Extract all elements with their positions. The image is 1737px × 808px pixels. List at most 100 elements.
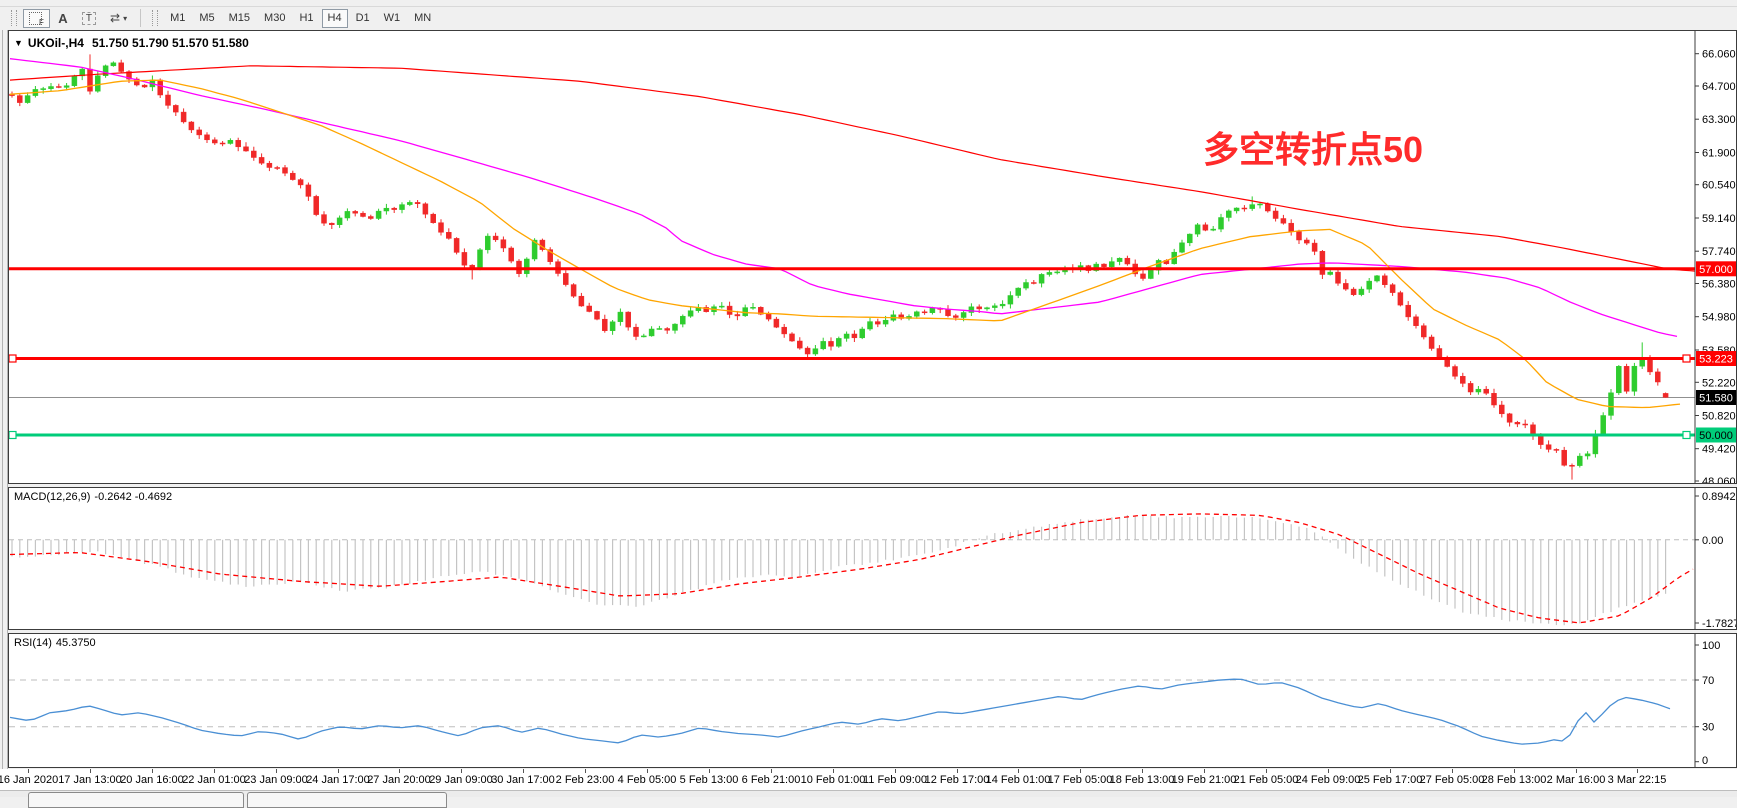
svg-text:56.380: 56.380: [1702, 279, 1736, 291]
time-tick: [1080, 769, 1081, 773]
timeframe-button-mn[interactable]: MN: [408, 9, 437, 28]
timeframe-button-h4[interactable]: H4: [321, 8, 348, 28]
time-axis-label: 24 Feb 09:00: [1295, 774, 1361, 786]
macd-name: MACD(12,26,9): [14, 491, 91, 503]
text-box-button[interactable]: T: [76, 9, 102, 28]
svg-text:70: 70: [1702, 675, 1714, 687]
timeframe-button-m5[interactable]: M5: [193, 9, 220, 28]
time-axis-label: 4 Feb 05:00: [617, 774, 677, 786]
time-axis-label: 16 Jan 2020: [0, 774, 59, 786]
time-tick: [523, 769, 524, 773]
timeframe-button-d1[interactable]: D1: [350, 9, 376, 28]
time-tick: [214, 769, 215, 773]
arrows-icon: ⇄: [110, 11, 121, 25]
macd-plot: [9, 513, 1695, 626]
rsi-value: 45.3750: [55, 637, 96, 649]
rsi-name: RSI(14): [14, 637, 52, 649]
caret-down-icon: ▾: [123, 13, 128, 23]
text-annotation-button[interactable]: A: [52, 9, 74, 28]
time-tick: [276, 769, 277, 773]
macd-canvas[interactable]: 0.8942 0.00 -1.7827: [9, 488, 1736, 629]
time-axis-label: 17 Feb 05:00: [1047, 774, 1113, 786]
chart-symbol: UKOil-,H4: [27, 36, 84, 50]
grid-icon: [29, 11, 42, 25]
timeframe-button-m1[interactable]: M1: [164, 9, 191, 28]
chart-ohlc-values: 51.750 51.790 51.570 51.580: [91, 36, 249, 50]
time-axis-label: 18 Feb 13:00: [1109, 774, 1175, 786]
letter-a-icon: A: [58, 10, 68, 26]
rsi-pane[interactable]: 100 70 30 0: [8, 633, 1737, 768]
timeframe-button-m30[interactable]: M30: [258, 9, 291, 28]
time-axis-label: 6 Feb 21:00: [741, 774, 801, 786]
time-tick: [771, 769, 772, 773]
timeframe-button-m15[interactable]: M15: [223, 9, 256, 28]
svg-text:0.8942: 0.8942: [1702, 491, 1736, 503]
time-axis-label: 20 Jan 16:00: [120, 774, 184, 786]
time-tick: [1328, 769, 1329, 773]
time-axis-label: 28 Feb 13:00: [1481, 774, 1547, 786]
time-tick: [1576, 769, 1577, 773]
main-chart-pane[interactable]: 多空转折点50 66.060 64.700 63.300 61.900 60.540 59.…: [8, 30, 1737, 484]
svg-text:51.580: 51.580: [1699, 393, 1733, 405]
time-axis-label: 3 Mar 22:15: [1607, 774, 1667, 786]
macd-values: -0.2642 -0.4692: [94, 491, 173, 503]
time-tick: [152, 769, 153, 773]
timeframe-button-h1[interactable]: H1: [293, 9, 319, 28]
main-chart-canvas[interactable]: 多空转折点50 66.060 64.700 63.300 61.900 60.540 59.…: [9, 31, 1736, 483]
time-tick: [1637, 769, 1638, 773]
rsi-canvas[interactable]: 100 70 30 0: [9, 634, 1736, 767]
time-tick: [28, 769, 29, 773]
svg-text:49.420: 49.420: [1702, 444, 1736, 456]
time-tick: [833, 769, 834, 773]
macd-pane[interactable]: 0.8942 0.00 -1.7827: [8, 487, 1737, 630]
time-axis-label: 2 Feb 23:00: [555, 774, 615, 786]
svg-text:50.000: 50.000: [1699, 430, 1733, 442]
svg-text:66.060: 66.060: [1702, 49, 1736, 61]
time-tick: [1452, 769, 1453, 773]
time-tick: [399, 769, 400, 773]
time-axis-label: 25 Feb 17:00: [1357, 774, 1423, 786]
timeframe-button-group: M1 M5 M15 M30 H1 H4 D1 W1 MN: [163, 8, 438, 28]
svg-text:50.820: 50.820: [1702, 411, 1736, 423]
timeframe-button-w1[interactable]: W1: [378, 9, 407, 28]
rsi-label: RSI(14) 45.3750: [14, 637, 100, 649]
svg-text:48.060: 48.060: [1702, 476, 1736, 483]
time-axis-label: 23 Jan 09:00: [244, 774, 308, 786]
window-left-rail: [2, 30, 8, 790]
svg-text:64.700: 64.700: [1702, 81, 1736, 93]
symbol-dropdown-icon[interactable]: ▼: [14, 38, 23, 48]
time-axis-label: 17 Jan 13:00: [58, 774, 122, 786]
time-axis-label: 19 Feb 21:00: [1171, 774, 1237, 786]
window-top-strip: [0, 0, 1737, 7]
time-tick: [895, 769, 896, 773]
svg-text:60.540: 60.540: [1702, 180, 1736, 192]
chart-tab[interactable]: [28, 792, 244, 808]
time-axis[interactable]: 16 Jan 2020 17 Jan 13:00 20 Jan 16:00 22 Ja…: [0, 769, 1737, 790]
time-tick: [1018, 769, 1019, 773]
svg-text:30: 30: [1702, 722, 1714, 734]
indicator-window-button[interactable]: F: [23, 8, 50, 28]
svg-text:54.980: 54.980: [1702, 312, 1736, 324]
toolbar-drag-handle-2[interactable]: [152, 10, 159, 26]
svg-text:0: 0: [1702, 755, 1708, 767]
grid-f-label: F: [39, 17, 44, 27]
toolbar: F A T ⇄ ▾ M1 M5 M15 M30 H1 H4 D1 W1 MN: [0, 7, 1737, 29]
toolbar-separator: [140, 9, 142, 27]
time-axis-label: 12 Feb 17:00: [924, 774, 990, 786]
svg-text:63.300: 63.300: [1702, 114, 1736, 126]
time-axis-label: 24 Jan 17:00: [306, 774, 370, 786]
time-tick: [957, 769, 958, 773]
cursor-tools-button[interactable]: ⇄ ▾: [104, 9, 133, 28]
bottom-tab-strip: [0, 790, 1737, 797]
svg-text:0.00: 0.00: [1702, 535, 1723, 547]
toolbar-drag-handle[interactable]: [11, 10, 17, 26]
time-axis-label: 27 Jan 20:00: [367, 774, 431, 786]
chart-tab[interactable]: [247, 792, 447, 808]
time-axis-label: 22 Jan 01:00: [182, 774, 246, 786]
time-tick: [1142, 769, 1143, 773]
time-tick: [585, 769, 586, 773]
svg-text:52.220: 52.220: [1702, 377, 1736, 389]
time-tick: [1514, 769, 1515, 773]
time-axis-label: 29 Jan 09:00: [429, 774, 493, 786]
time-axis-label: 10 Feb 01:00: [800, 774, 866, 786]
